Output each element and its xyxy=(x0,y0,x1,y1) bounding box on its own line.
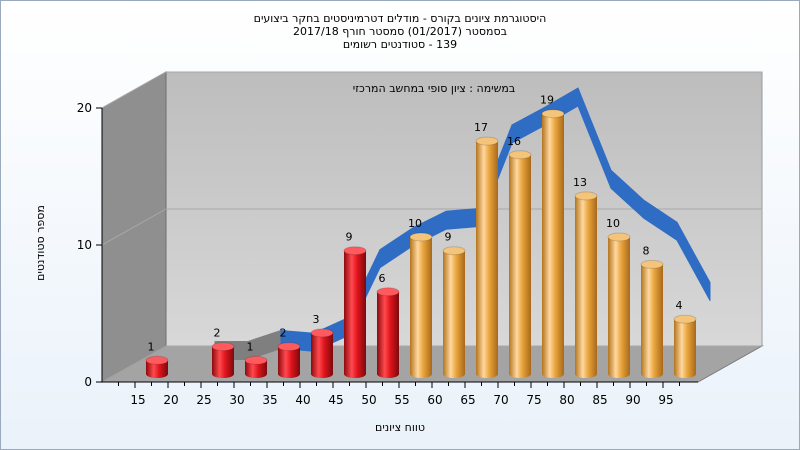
bar-body xyxy=(575,195,597,378)
bar-value-label: 17 xyxy=(474,121,488,134)
trend-curve-segment xyxy=(445,208,480,230)
histogram-bar xyxy=(409,232,433,378)
x-tick-label: 60 xyxy=(427,393,442,407)
bar-value-label: 1 xyxy=(148,340,155,353)
bar-top xyxy=(607,232,631,242)
histogram-bar xyxy=(376,287,400,378)
y-tick-label: 10 xyxy=(77,238,92,252)
bar-top xyxy=(376,287,400,297)
bar-body xyxy=(377,291,399,378)
trend-curve-segment xyxy=(676,221,711,302)
bar-value-label: 19 xyxy=(540,94,554,107)
bar-body xyxy=(311,332,333,378)
chart-title-line-2: בסמסטר (01/2017) סמסטר חורף 2017/18 xyxy=(293,25,507,38)
bar-body xyxy=(212,346,234,378)
histogram-bar xyxy=(310,328,334,378)
x-tick-label: 45 xyxy=(328,393,343,407)
bar-top xyxy=(673,314,697,324)
chart-annotation: במשימה : ציון סופי במחשב המרכזי xyxy=(353,82,516,95)
bar-body xyxy=(146,360,168,378)
bar-top xyxy=(343,246,367,256)
bar-body xyxy=(674,319,696,378)
bar-value-label: 8 xyxy=(643,244,650,257)
bar-top xyxy=(541,109,565,119)
x-tick-label: 35 xyxy=(262,393,277,407)
bar-top xyxy=(508,150,532,160)
bar-top xyxy=(277,342,301,352)
bar-body xyxy=(641,264,663,378)
y-tick-label: 20 xyxy=(77,101,92,115)
histogram-bar xyxy=(343,246,367,378)
bar-body xyxy=(542,113,564,378)
histogram-bar xyxy=(607,232,631,378)
bar-body xyxy=(344,250,366,378)
bar-top xyxy=(310,328,334,338)
gridline-side xyxy=(101,345,167,383)
x-tick-label: 70 xyxy=(493,393,508,407)
x-tick-label: 95 xyxy=(658,393,673,407)
bar-value-label: 4 xyxy=(676,299,683,312)
bar-value-label: 2 xyxy=(214,327,221,340)
histogram-bar xyxy=(541,109,565,378)
bar-body xyxy=(476,141,498,378)
bar-body xyxy=(608,237,630,378)
x-axis-title: טווח ציונים xyxy=(375,421,425,434)
gridline-side xyxy=(101,71,167,109)
bar-value-label: 16 xyxy=(507,135,521,148)
x-tick-label: 90 xyxy=(625,393,640,407)
x-tick-label: 80 xyxy=(559,393,574,407)
x-tick-label: 15 xyxy=(130,393,145,407)
x-tick-label: 40 xyxy=(295,393,310,407)
histogram-bar xyxy=(640,259,664,378)
y-axis-title: מספר סטודנטים xyxy=(34,205,47,281)
histogram-bar xyxy=(673,314,697,378)
histogram-bar xyxy=(442,246,466,378)
x-tick-label: 25 xyxy=(196,393,211,407)
bar-top xyxy=(442,246,466,256)
bar-value-label: 3 xyxy=(313,313,320,326)
histogram-bar xyxy=(508,150,532,378)
bar-top xyxy=(640,259,664,269)
x-tick-label: 30 xyxy=(229,393,244,407)
bar-value-label: 9 xyxy=(346,231,353,244)
bars-layer xyxy=(145,109,697,378)
bar-value-label: 10 xyxy=(606,217,620,230)
histogram-bar xyxy=(574,191,598,378)
chart-title-line-3: 139 - סטודנטים רשומים xyxy=(342,38,458,51)
x-tick-label: 85 xyxy=(592,393,607,407)
bar-value-label: 10 xyxy=(408,217,422,230)
bar-value-label: 1 xyxy=(247,340,254,353)
x-tick-label: 55 xyxy=(394,393,409,407)
bar-value-label: 6 xyxy=(379,272,386,285)
histogram-bar xyxy=(244,355,268,378)
value-labels-layer: 1 2 1 2 3 9 6 10 9 17 16 19 13 10 8 4 xyxy=(148,94,683,354)
bar-top xyxy=(409,232,433,242)
bar-body xyxy=(509,154,531,378)
bar-top xyxy=(145,355,169,365)
gridline-side xyxy=(101,208,167,246)
x-tick-label: 65 xyxy=(460,393,475,407)
bar-top xyxy=(244,355,268,365)
x-tick-label: 75 xyxy=(526,393,541,407)
bar-value-label: 2 xyxy=(280,327,287,340)
y-tick-label: 0 xyxy=(84,375,92,389)
bar-value-label: 13 xyxy=(573,176,587,189)
chart-title-line-1: היסטוגרמת ציונים בקורס - מודלים דטרמיניס… xyxy=(253,12,547,25)
bar-value-label: 9 xyxy=(445,231,452,244)
histogram-bar xyxy=(145,355,169,378)
histogram-bar xyxy=(277,342,301,378)
histogram-bar xyxy=(475,136,499,378)
bar-body xyxy=(245,360,267,378)
x-tick-label: 50 xyxy=(361,393,376,407)
x-tick-label: 20 xyxy=(163,393,178,407)
bar-top xyxy=(211,342,235,352)
histogram-bar xyxy=(211,342,235,378)
bar-top xyxy=(574,191,598,201)
axis-ticks: 0 10 20 15 20 25 30 35 40 45 50 55 60 65 70 75 80 85 90 95 xyxy=(77,101,698,407)
bar-top xyxy=(475,136,499,146)
bar-body xyxy=(443,250,465,378)
bar-body xyxy=(410,237,432,378)
bar-body xyxy=(278,346,300,378)
